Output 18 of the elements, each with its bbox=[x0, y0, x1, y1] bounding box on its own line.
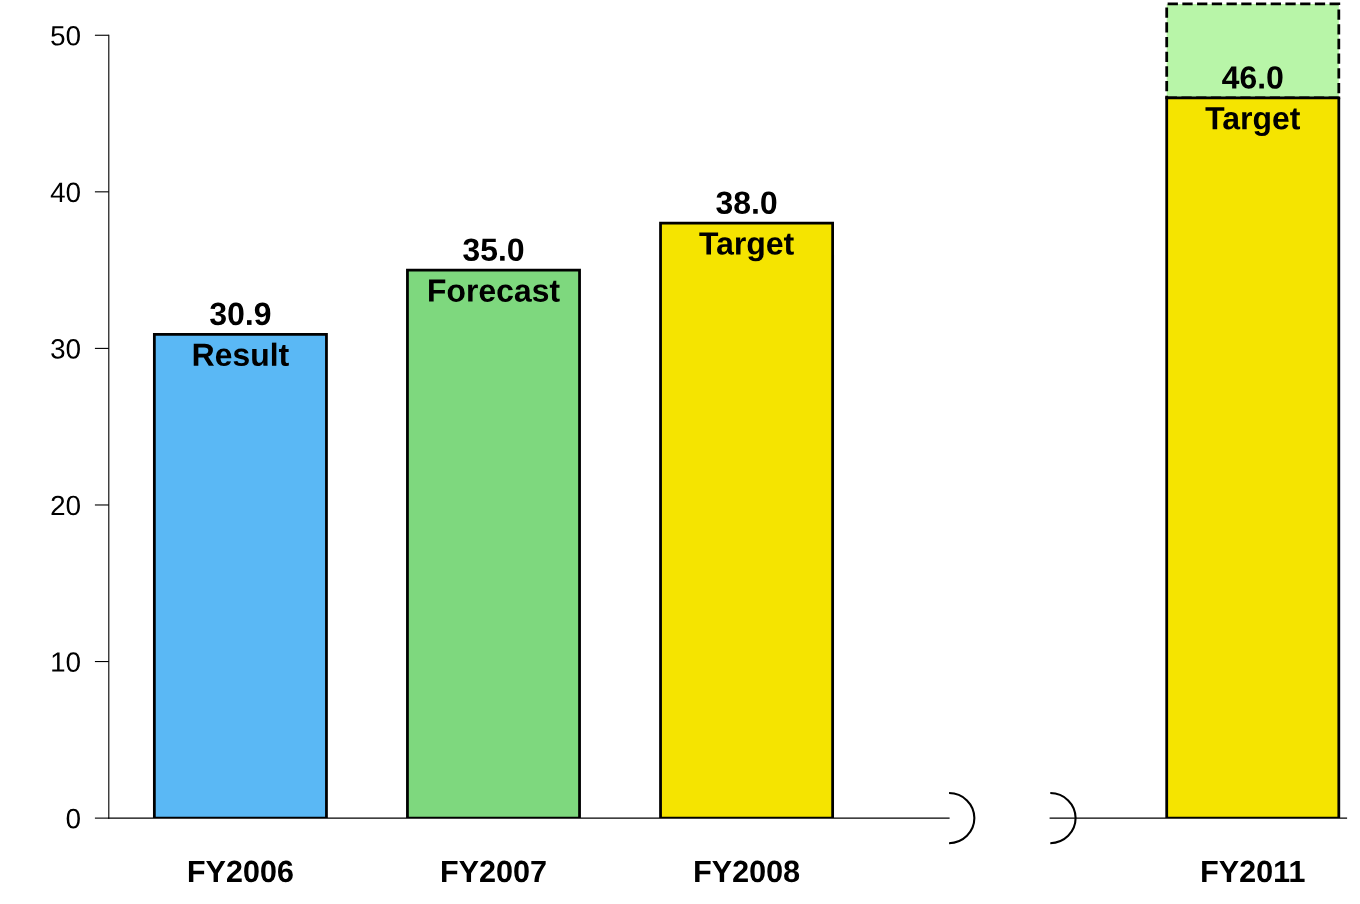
annotation: Result bbox=[193, 342, 289, 367]
annotation: Forecast bbox=[429, 279, 560, 302]
annotation: Target bbox=[1205, 107, 1301, 136]
data-label: 38.0 bbox=[716, 191, 777, 215]
data-label: 46.0 bbox=[1222, 66, 1283, 89]
annotation: Target bbox=[699, 232, 794, 262]
data-label: 30.9 bbox=[210, 302, 271, 326]
y-tick-label: 30 bbox=[51, 339, 80, 359]
x-tick-label: FY2007 bbox=[442, 860, 546, 883]
y-tick-label: 0 bbox=[66, 808, 80, 829]
x-tick-label: FY2006 bbox=[188, 860, 293, 883]
y-tick-label: 20 bbox=[51, 495, 80, 516]
y-tick-label: 50 bbox=[51, 25, 80, 46]
x-tick-label: FY2011 bbox=[1202, 860, 1305, 883]
x-tick-label: FY2008 bbox=[695, 860, 800, 883]
data-label: 35.0 bbox=[463, 238, 524, 262]
y-tick-label: 40 bbox=[50, 182, 80, 203]
y-tick-label: 10 bbox=[52, 652, 80, 672]
